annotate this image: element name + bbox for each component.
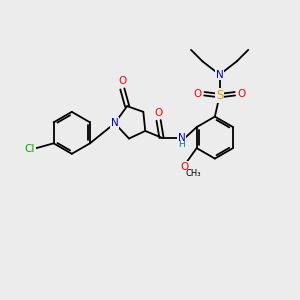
Text: N: N (178, 133, 185, 142)
Text: O: O (194, 89, 202, 99)
Text: O: O (118, 76, 127, 86)
Text: O: O (180, 162, 188, 172)
Text: S: S (216, 89, 223, 102)
Text: H: H (178, 140, 185, 149)
Text: O: O (154, 108, 163, 118)
Text: O: O (237, 89, 246, 99)
Text: N: N (111, 118, 119, 128)
Text: N: N (216, 70, 224, 80)
Text: CH₃: CH₃ (185, 169, 201, 178)
Text: Cl: Cl (25, 144, 35, 154)
